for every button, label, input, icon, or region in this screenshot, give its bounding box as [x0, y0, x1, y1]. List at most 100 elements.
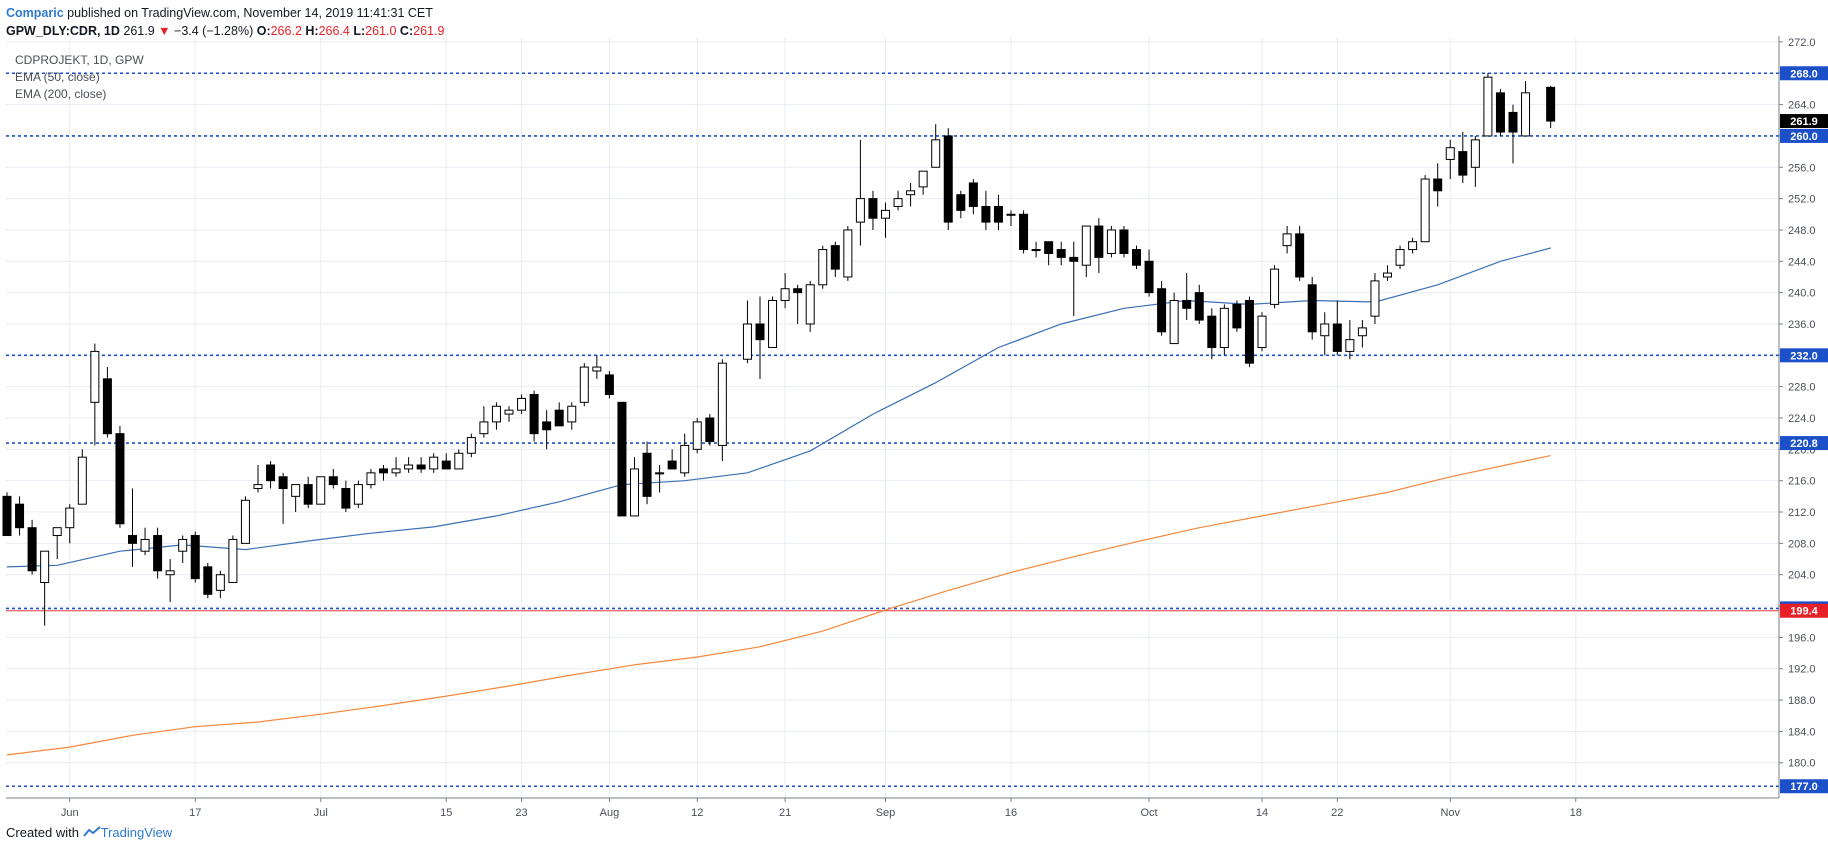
time-axis[interactable]: Jun 17 Jul 15 23 Aug 12 21 Sep 16 Oct 14 22 Nov 18 [61, 798, 1582, 819]
candle [77, 449, 87, 505]
legend-ema200[interactable]: EMA (200, close) [15, 87, 106, 101]
candle [630, 457, 639, 517]
candle [178, 535, 188, 563]
candle [1320, 312, 1330, 356]
candle [1132, 245, 1141, 270]
candle [893, 190, 903, 211]
price-label[interactable]: 220.8 [1780, 436, 1828, 451]
candle-body [52, 527, 62, 537]
candle [1081, 225, 1091, 277]
candle [1282, 226, 1292, 254]
candle-body [1019, 213, 1029, 251]
candle [780, 273, 790, 309]
candle-body [1031, 249, 1041, 252]
candles [2, 73, 1556, 626]
candle-body [228, 538, 238, 584]
candle-body [240, 499, 250, 544]
symbol-label: GPW_DLY:CDR, 1D [6, 24, 120, 38]
candle-body [1546, 86, 1556, 122]
price-label-bg [1780, 436, 1828, 451]
candle-body [1270, 268, 1280, 305]
candle-body [1069, 256, 1079, 262]
x-tick-label: Jul [314, 807, 328, 819]
candle [1194, 284, 1204, 324]
candle [1483, 73, 1493, 137]
candle-body [102, 378, 112, 435]
candle [592, 355, 602, 379]
candle [805, 280, 815, 332]
candle-body [1219, 307, 1229, 348]
candle-body [1132, 249, 1141, 266]
candle-body [1169, 299, 1179, 345]
candle-body [15, 503, 25, 529]
candle [165, 559, 175, 603]
candle [1006, 210, 1016, 227]
x-tick-label: 21 [779, 807, 791, 819]
candle-body [830, 245, 840, 270]
candle-body [140, 538, 150, 552]
price-label[interactable]: 199.4 [1780, 603, 1828, 618]
candle [1119, 226, 1129, 258]
candle [491, 402, 501, 430]
last-price-label[interactable]: 261.9 [1780, 114, 1828, 129]
close-value: 261.9 [413, 24, 445, 38]
last-price: 261.9 [123, 24, 155, 38]
ohlc-line: GPW_DLY:CDR, 1D 261.9 ▼ −3.4 (−1.28%) O:… [6, 22, 444, 40]
candle [906, 182, 916, 207]
price-label[interactable]: 268.0 [1780, 66, 1828, 81]
candle-body [1094, 225, 1104, 258]
price-label-bg [1780, 779, 1828, 794]
candle-body [1470, 139, 1480, 168]
candle-body [1207, 315, 1217, 348]
candle-body [655, 472, 665, 475]
candle-body [768, 299, 778, 348]
candle [1495, 88, 1505, 136]
candle-body [466, 437, 476, 454]
candle [1019, 210, 1029, 254]
candle-body [1282, 233, 1292, 247]
candle-body [1357, 327, 1367, 337]
y-tick-label: 256.0 [1788, 162, 1816, 174]
price-label[interactable]: 177.0 [1780, 779, 1828, 794]
candle-body [1056, 249, 1066, 258]
price-label-text: 260.0 [1790, 131, 1818, 143]
author-name[interactable]: Comparic [6, 6, 64, 20]
price-label[interactable]: 232.0 [1780, 348, 1828, 363]
candle-body [454, 452, 464, 470]
legend-ema50[interactable]: EMA (50, close) [15, 70, 100, 84]
candle [793, 284, 803, 324]
y-tick-label: 192.0 [1788, 664, 1816, 676]
candle-body [667, 460, 677, 470]
high-value: 266.4 [318, 24, 350, 38]
candle-body [1458, 151, 1468, 176]
low-value: 261.0 [365, 24, 397, 38]
candle-body [554, 409, 564, 427]
candle [617, 401, 627, 517]
candle-body [755, 323, 765, 341]
candle [240, 496, 250, 544]
candle-body [617, 401, 627, 517]
candle-body [893, 198, 903, 207]
candle-body [705, 417, 715, 443]
y-tick-label: 204.0 [1788, 570, 1816, 582]
candle [642, 441, 652, 505]
candle [2, 492, 12, 537]
candle [102, 367, 112, 438]
candle [956, 190, 966, 219]
candle-body [266, 464, 276, 482]
price-label[interactable]: 260.0 [1780, 128, 1828, 143]
candle-body [416, 464, 426, 470]
candle [140, 527, 150, 556]
candle [228, 535, 238, 584]
horizontal-levels [6, 72, 1779, 788]
y-tick-label: 196.0 [1788, 632, 1816, 644]
price-axis[interactable]: 180.0184.0188.0192.0196.0200.0204.0208.0… [1779, 37, 1828, 794]
candle-body [604, 374, 614, 395]
tradingview-brand[interactable]: TradingView [100, 825, 173, 840]
ema-lines [6, 247, 1551, 756]
y-tick-label: 224.0 [1788, 413, 1816, 425]
candle-body [253, 484, 263, 490]
candle-body [567, 405, 577, 423]
candle-body [441, 460, 451, 470]
